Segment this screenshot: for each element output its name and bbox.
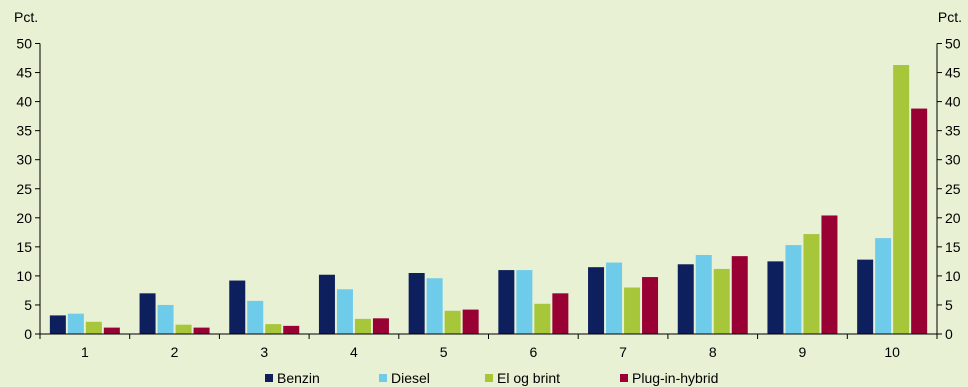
bar <box>426 278 443 334</box>
legend-swatch <box>265 374 273 382</box>
y-tick-label-left: 5 <box>24 297 32 313</box>
bar <box>588 267 605 334</box>
y-tick-label-left: 35 <box>16 123 32 139</box>
y-tick-label-right: 15 <box>945 239 961 255</box>
bar <box>516 270 533 334</box>
x-tick-label: 5 <box>440 344 448 360</box>
legend-swatch <box>620 374 628 382</box>
y-tick-label-left: 10 <box>16 268 32 284</box>
y-tick-label-right: 0 <box>945 326 953 342</box>
bar <box>175 324 192 334</box>
bar <box>606 262 623 334</box>
legend-label: El og brint <box>497 370 560 386</box>
bar <box>318 274 335 334</box>
bar <box>462 309 479 334</box>
y-tick-label-left: 45 <box>16 65 32 81</box>
bar <box>785 245 802 334</box>
bar <box>803 234 820 334</box>
bar <box>283 325 300 334</box>
y-tick-label-right: 5 <box>945 297 953 313</box>
y-tick-label-right: 10 <box>945 268 961 284</box>
y-tick-label-right: 40 <box>945 94 961 110</box>
bar <box>642 277 659 334</box>
y-tick-label-left: 30 <box>16 152 32 168</box>
y-tick-label-left: 50 <box>16 36 32 52</box>
bar <box>695 254 712 334</box>
bars <box>49 64 928 335</box>
bar <box>193 327 210 334</box>
y-tick-label-left: 40 <box>16 94 32 110</box>
legend-label: Plug-in-hybrid <box>632 370 718 386</box>
bar <box>624 287 641 334</box>
bar <box>534 303 551 334</box>
y-axis-unit-left: Pct. <box>14 9 38 25</box>
legend: Benzin Diesel El og brint Plug-in-hybrid <box>265 370 718 386</box>
bar <box>498 270 515 334</box>
bar <box>911 108 928 335</box>
x-tick-label: 1 <box>81 344 89 360</box>
x-tick-label: 3 <box>260 344 268 360</box>
bar <box>857 259 874 334</box>
bar <box>157 304 174 334</box>
legend-label: Benzin <box>277 370 320 386</box>
y-tick-label-right: 35 <box>945 123 961 139</box>
x-axis: 1 2 3 4 5 6 7 8 9 10 <box>39 333 938 360</box>
bar <box>444 310 461 334</box>
bar <box>336 289 353 334</box>
bar <box>372 318 389 334</box>
y-tick-label-right: 45 <box>945 65 961 81</box>
bar <box>354 318 371 334</box>
bar <box>139 293 156 334</box>
bar <box>49 315 66 334</box>
bar <box>85 321 102 334</box>
legend-label: Diesel <box>391 370 430 386</box>
bar <box>229 280 246 334</box>
y-tick-label-right: 30 <box>945 152 961 168</box>
bar <box>893 64 910 334</box>
bar <box>552 293 569 334</box>
y-tick-label-right: 25 <box>945 181 961 197</box>
y-axes: 0 0 5 5 10 10 15 15 20 20 25 25 30 30 35 35 40 40 45 45 50 50 <box>16 36 960 343</box>
x-tick-label: 10 <box>884 344 900 360</box>
y-tick-label-left: 20 <box>16 210 32 226</box>
bar <box>408 272 425 334</box>
x-tick-label: 8 <box>709 344 717 360</box>
y-tick-label-right: 50 <box>945 36 961 52</box>
legend-swatch <box>379 374 387 382</box>
x-tick-label: 7 <box>619 344 627 360</box>
bar <box>767 261 784 334</box>
legend-swatch <box>485 374 493 382</box>
y-tick-label-left: 0 <box>24 326 32 342</box>
bar <box>247 300 264 334</box>
bar <box>713 268 730 334</box>
y-tick-label-left: 25 <box>16 181 32 197</box>
bar <box>103 327 120 334</box>
x-tick-label: 6 <box>529 344 537 360</box>
bar <box>265 324 282 334</box>
x-tick-label: 9 <box>799 344 807 360</box>
bar <box>875 238 892 334</box>
bar <box>821 215 838 334</box>
bar <box>731 256 748 334</box>
bar <box>677 264 694 334</box>
y-tick-label-left: 15 <box>16 239 32 255</box>
x-tick-label: 4 <box>350 344 358 360</box>
y-tick-label-right: 20 <box>945 210 961 226</box>
y-axis-unit-right: Pct. <box>938 9 962 25</box>
bar <box>67 313 84 334</box>
x-tick-label: 2 <box>171 344 179 360</box>
